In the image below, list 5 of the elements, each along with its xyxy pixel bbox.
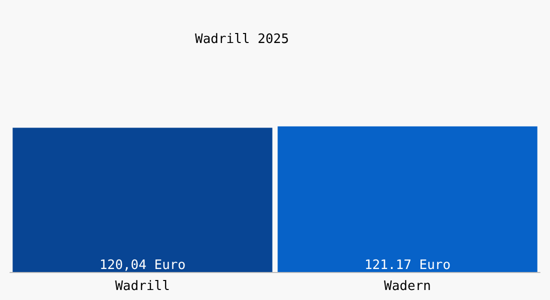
data-label: 121.17 Euro bbox=[364, 258, 451, 273]
data-label: 120,04 Euro bbox=[99, 258, 186, 273]
x-tick-label: Wadrill bbox=[115, 279, 170, 294]
chart-title: Wadrill 2025 bbox=[195, 32, 289, 47]
x-tick-label: Wadern bbox=[384, 279, 431, 294]
